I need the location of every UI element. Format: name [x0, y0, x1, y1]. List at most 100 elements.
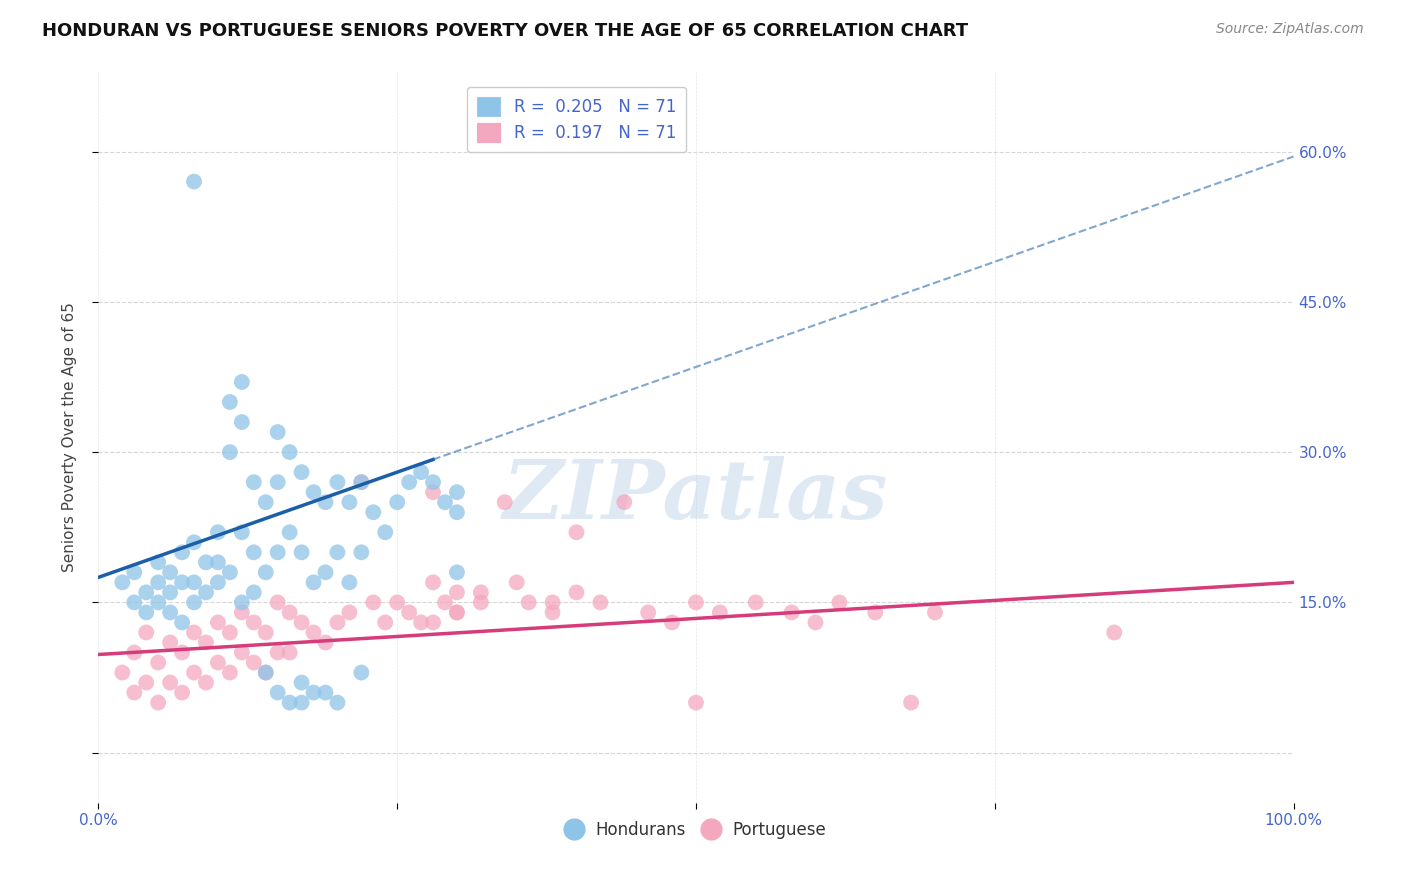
Point	[243, 615, 266, 630]
Point	[135, 585, 157, 599]
Point	[124, 595, 146, 609]
Point	[278, 445, 301, 459]
Point	[207, 656, 229, 670]
Point	[565, 585, 588, 599]
Point	[267, 425, 290, 439]
Point	[339, 495, 361, 509]
Point	[148, 575, 170, 590]
Point	[350, 475, 373, 490]
Point	[434, 495, 457, 509]
Point	[339, 575, 361, 590]
Point	[398, 606, 420, 620]
Point	[231, 595, 253, 609]
Point	[1104, 625, 1126, 640]
Point	[315, 685, 337, 699]
Point	[219, 395, 242, 409]
Point	[446, 606, 468, 620]
Point	[326, 545, 349, 559]
Point	[637, 606, 659, 620]
Point	[446, 505, 468, 519]
Point	[267, 595, 290, 609]
Point	[172, 646, 194, 660]
Point	[219, 445, 242, 459]
Point	[302, 575, 325, 590]
Point	[565, 525, 588, 540]
Point	[254, 566, 277, 580]
Point	[411, 615, 433, 630]
Point	[517, 595, 540, 609]
Point	[135, 675, 157, 690]
Point	[267, 646, 290, 660]
Point	[254, 495, 277, 509]
Point	[231, 375, 253, 389]
Point	[183, 535, 205, 549]
Point	[541, 595, 564, 609]
Point	[434, 595, 457, 609]
Point	[350, 475, 373, 490]
Point	[291, 675, 314, 690]
Point	[278, 646, 301, 660]
Point	[111, 665, 134, 680]
Point	[470, 595, 492, 609]
Point	[135, 606, 157, 620]
Point	[385, 495, 409, 509]
Point	[219, 566, 242, 580]
Point	[243, 585, 266, 599]
Point	[195, 555, 218, 569]
Point	[924, 606, 946, 620]
Point	[685, 595, 707, 609]
Text: ZIPatlas: ZIPatlas	[503, 456, 889, 535]
Point	[828, 595, 851, 609]
Point	[661, 615, 683, 630]
Point	[254, 665, 277, 680]
Point	[422, 575, 444, 590]
Point	[302, 685, 325, 699]
Point	[219, 665, 242, 680]
Point	[326, 475, 349, 490]
Point	[231, 525, 253, 540]
Point	[350, 665, 373, 680]
Point	[494, 495, 516, 509]
Point	[148, 595, 170, 609]
Point	[506, 575, 529, 590]
Point	[207, 525, 229, 540]
Point	[267, 545, 290, 559]
Point	[172, 545, 194, 559]
Point	[315, 495, 337, 509]
Point	[267, 475, 290, 490]
Point	[195, 585, 218, 599]
Point	[398, 475, 420, 490]
Point	[541, 606, 564, 620]
Point	[183, 595, 205, 609]
Point	[291, 615, 314, 630]
Point	[291, 696, 314, 710]
Point	[446, 585, 468, 599]
Point	[374, 615, 396, 630]
Point	[159, 585, 181, 599]
Point	[124, 685, 146, 699]
Point	[315, 566, 337, 580]
Point	[470, 585, 492, 599]
Point	[385, 595, 409, 609]
Point	[446, 566, 468, 580]
Point	[350, 545, 373, 559]
Point	[374, 525, 396, 540]
Point	[278, 696, 301, 710]
Point	[195, 675, 218, 690]
Point	[363, 505, 385, 519]
Point	[231, 415, 253, 429]
Point	[172, 615, 194, 630]
Point	[159, 635, 181, 649]
Point	[148, 656, 170, 670]
Point	[278, 525, 301, 540]
Point	[159, 606, 181, 620]
Point	[207, 555, 229, 569]
Point	[302, 625, 325, 640]
Point	[291, 465, 314, 479]
Point	[243, 475, 266, 490]
Point	[291, 545, 314, 559]
Point	[613, 495, 636, 509]
Point	[183, 175, 205, 189]
Point	[685, 696, 707, 710]
Point	[207, 615, 229, 630]
